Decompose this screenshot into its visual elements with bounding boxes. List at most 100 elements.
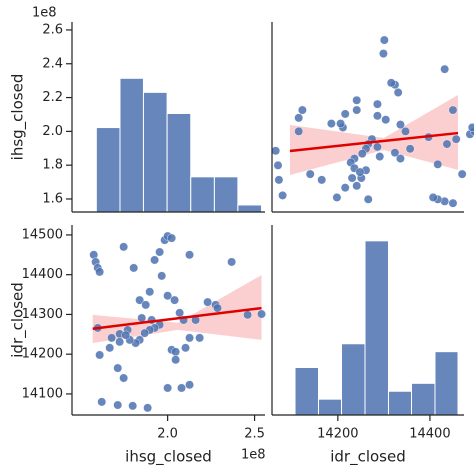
- regression-line: [289, 131, 459, 153]
- scatter-point: [352, 105, 362, 115]
- y-axis-label: idr_closed: [9, 282, 28, 358]
- scatter-point: [171, 347, 181, 357]
- scatter-point: [157, 271, 167, 281]
- scatter-point: [428, 193, 438, 202]
- scatter-point: [257, 309, 266, 319]
- hist-bar: [341, 343, 366, 416]
- scatter-point: [352, 181, 362, 191]
- hist-bar: [119, 77, 144, 213]
- x-axis-label: ihsg_closed: [125, 448, 212, 467]
- scatter-point: [185, 333, 194, 343]
- scatter-point: [150, 255, 159, 265]
- scatter-point: [274, 175, 284, 185]
- scatter-point: [393, 88, 403, 97]
- y-tick-label: 2.2: [42, 90, 63, 105]
- scatter-point: [448, 105, 458, 115]
- scatter-point: [355, 167, 365, 177]
- scatter-point: [467, 123, 474, 132]
- scatter-point: [373, 142, 382, 152]
- hist-bar: [364, 240, 389, 416]
- confidence-band: [92, 275, 262, 344]
- y-tick-label: 1.6: [42, 191, 63, 206]
- y-tick-label: 2.0: [42, 124, 63, 139]
- scatter-point: [294, 113, 304, 123]
- scatter-point: [171, 355, 181, 365]
- y-offset-label: 1e8: [32, 6, 57, 21]
- scatter-point: [128, 401, 138, 411]
- scatter-point: [213, 303, 222, 313]
- scatter-point: [433, 159, 443, 169]
- scatter-point: [119, 373, 129, 383]
- scatter-point: [105, 343, 115, 353]
- x-axis-label: idr_closed: [330, 448, 406, 467]
- scatter-point: [167, 233, 177, 243]
- scatter-point: [113, 363, 123, 373]
- scatter-point: [141, 300, 151, 310]
- y-tick-label: 14500: [22, 227, 63, 242]
- x-tick-label: 2.0: [157, 427, 178, 442]
- scatter-point: [297, 105, 307, 115]
- confidence-band: [289, 95, 459, 175]
- hist-bar: [387, 390, 413, 416]
- scatter-point: [185, 250, 194, 260]
- scatter-point: [119, 242, 129, 252]
- scatter-point: [185, 380, 194, 390]
- scatter-point: [451, 134, 461, 144]
- scatter-point: [375, 152, 385, 161]
- y-tick-label: 14300: [22, 307, 63, 322]
- regression-line: [92, 306, 262, 330]
- hist-bar: [411, 382, 436, 416]
- y-tick-label: 2.6: [42, 22, 63, 37]
- scatter-point: [442, 139, 452, 149]
- scatter-point: [363, 194, 373, 204]
- scatter-point: [326, 119, 336, 128]
- scatter-point: [317, 175, 327, 185]
- scatter-point: [115, 337, 125, 347]
- scatter-point: [273, 160, 283, 170]
- scatter-point: [113, 400, 123, 410]
- hist-bar: [95, 127, 121, 213]
- scatter-point: [278, 191, 287, 200]
- scatter-point: [294, 126, 304, 136]
- scatter-point: [457, 169, 467, 179]
- scatter-point: [243, 310, 253, 320]
- scatter-point: [386, 78, 396, 88]
- y-tick-label: 14100: [22, 386, 63, 401]
- scatter-point: [140, 328, 150, 338]
- scatter-point: [177, 383, 186, 393]
- scatter-point: [381, 115, 391, 125]
- x-tick-label: 14200: [317, 427, 358, 442]
- hist-bar: [434, 351, 459, 416]
- scatter-point: [95, 267, 105, 277]
- scatter-point: [121, 330, 131, 340]
- scatter-point: [271, 146, 281, 156]
- scatter-point: [401, 126, 410, 136]
- scatter-point: [379, 49, 388, 59]
- scatter-point: [129, 263, 139, 273]
- scatter-point: [373, 111, 382, 121]
- scatter-point: [347, 173, 357, 183]
- scatter-point: [440, 64, 450, 74]
- scatter-point: [357, 149, 367, 159]
- scatter-point: [195, 333, 205, 343]
- hist-bar: [237, 204, 263, 213]
- scatter-point: [135, 295, 145, 305]
- scatter-point: [390, 148, 400, 158]
- scatter-point: [145, 287, 155, 297]
- scatter-point: [143, 403, 153, 413]
- y-tick-label: 14200: [22, 347, 63, 362]
- scatter-point: [396, 154, 405, 163]
- x-tick-label: 2.5: [244, 427, 265, 442]
- hist-bar: [213, 176, 239, 213]
- y-tick-label: 2.4: [42, 56, 63, 71]
- scatter-point: [373, 99, 382, 109]
- hist-bar: [166, 112, 192, 213]
- x-tick-label: 14400: [409, 427, 450, 442]
- scatter-point: [405, 144, 415, 154]
- scatter-point: [97, 397, 107, 407]
- scatter-point: [155, 247, 165, 257]
- scatter-point: [332, 193, 342, 202]
- scatter-point: [170, 295, 179, 305]
- y-tick-label: 14400: [22, 267, 63, 282]
